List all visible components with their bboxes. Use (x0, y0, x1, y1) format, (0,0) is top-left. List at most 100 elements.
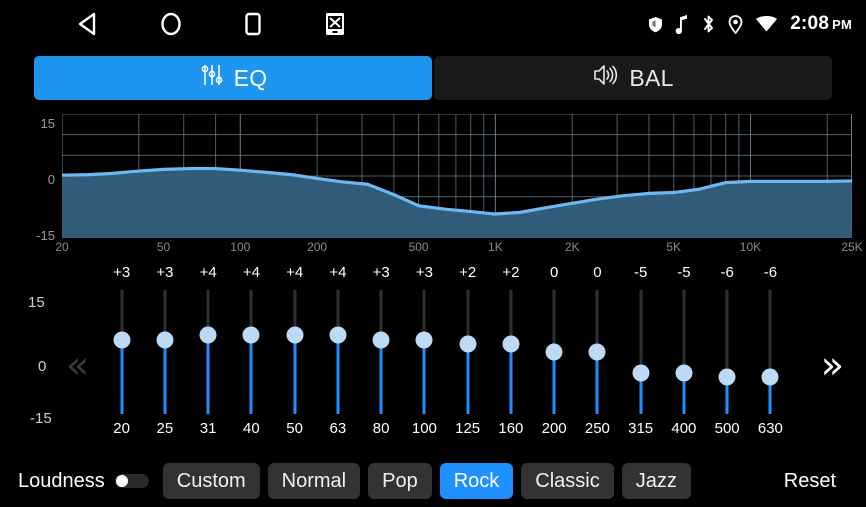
band-frequency: 500 (714, 420, 740, 437)
band-value: +3 (156, 264, 174, 281)
preset-button[interactable]: Custom (162, 463, 260, 499)
band-thumb[interactable] (329, 326, 347, 344)
band-slider[interactable]: +4 31 (187, 262, 230, 452)
back-icon[interactable] (48, 0, 130, 48)
band-fill (249, 335, 253, 414)
tab-bal[interactable]: BAL (434, 56, 832, 100)
band-track[interactable] (725, 290, 729, 414)
graph-x-tick: 1K (488, 240, 503, 254)
band-track[interactable] (768, 290, 772, 414)
graph-x-tick: 50 (156, 240, 171, 254)
band-fill (206, 335, 210, 414)
band-frequency: 80 (372, 420, 390, 437)
band-fill (595, 352, 599, 414)
preset-button[interactable]: Classic (521, 463, 614, 499)
reset-button[interactable]: Reset (783, 469, 836, 492)
band-fill (120, 339, 124, 414)
graph-y-label-top: 15 (40, 116, 55, 131)
band-thumb[interactable] (545, 343, 563, 361)
band-sliders: 15 0 -15 « » +3 20 +3 25 +4 31 +4 40 +4 50 +4 63 +3 8… (0, 262, 866, 452)
tab-eq[interactable]: EQ (34, 56, 432, 100)
graph-y-label-bottom: -15 (36, 228, 55, 243)
preset-button[interactable]: Rock (439, 463, 514, 499)
band-fill (163, 339, 167, 414)
graph-x-tick: 200 (307, 240, 328, 254)
eq-response-graph: 15 0 -15 20 50 100 200 500 1K 2K 5K 10K 25K (0, 108, 866, 256)
band-thumb[interactable] (502, 335, 520, 353)
band-thumb[interactable] (718, 368, 736, 386)
screenshot-icon[interactable] (294, 0, 376, 48)
graph-x-tick: 500 (408, 240, 429, 254)
band-slider[interactable]: +4 63 (316, 262, 359, 452)
band-fill (725, 376, 729, 414)
band-value: -5 (633, 264, 648, 281)
band-thumb[interactable] (761, 368, 779, 386)
band-list: +3 20 +3 25 +4 31 +4 40 +4 50 +4 63 +3 80 +3 100 +2 125 +2… (100, 262, 792, 452)
band-fill (379, 339, 383, 414)
scroll-right-button[interactable]: » (820, 343, 844, 387)
clock: 2:08 PM (790, 13, 852, 35)
band-thumb[interactable] (286, 326, 304, 344)
preset-list: Custom Normal Pop Rock Classic Jazz (162, 463, 691, 499)
band-track[interactable] (682, 290, 686, 414)
navigation-buttons (0, 0, 376, 48)
band-slider[interactable]: +4 40 (230, 262, 273, 452)
graph-x-tick: 100 (230, 240, 251, 254)
graph-x-tick: 25K (841, 240, 863, 254)
band-thumb[interactable] (415, 331, 433, 349)
loudness-toggle[interactable] (114, 474, 149, 488)
recents-icon[interactable] (212, 0, 294, 48)
band-thumb[interactable] (675, 364, 693, 382)
preset-button[interactable]: Pop (368, 463, 432, 499)
band-slider[interactable]: -5 315 (619, 262, 662, 452)
band-frequency: 125 (455, 420, 481, 437)
band-thumb[interactable] (588, 343, 606, 361)
scroll-left-button[interactable]: « (66, 343, 90, 387)
band-slider[interactable]: -5 400 (662, 262, 705, 452)
band-thumb[interactable] (242, 326, 260, 344)
band-frequency: 63 (329, 420, 347, 437)
band-thumb[interactable] (372, 331, 390, 349)
band-value: +3 (113, 264, 131, 281)
band-frequency: 630 (757, 420, 783, 437)
tab-bar: EQ BAL (34, 56, 832, 100)
band-slider[interactable]: 0 250 (576, 262, 619, 452)
band-slider[interactable]: +2 160 (489, 262, 532, 452)
graph-y-axis: 15 0 -15 (0, 108, 60, 256)
home-icon[interactable] (130, 0, 212, 48)
band-slider[interactable]: 0 200 (533, 262, 576, 452)
band-slider[interactable]: +3 20 (100, 262, 143, 452)
graph-y-label-mid: 0 (47, 172, 55, 187)
band-thumb[interactable] (199, 326, 217, 344)
band-frequency: 25 (156, 420, 174, 437)
band-frequency: 315 (628, 420, 654, 437)
band-slider[interactable]: -6 500 (706, 262, 749, 452)
band-slider[interactable]: +3 80 (360, 262, 403, 452)
band-thumb[interactable] (632, 364, 650, 382)
band-frequency: 31 (199, 420, 217, 437)
band-fill (422, 339, 426, 414)
shield-icon (648, 16, 663, 33)
band-value: 0 (549, 264, 559, 281)
loudness-label: Loudness (18, 469, 105, 492)
graph-x-tick: 2K (564, 240, 580, 254)
band-value: +4 (329, 264, 347, 281)
band-thumb[interactable] (459, 335, 477, 353)
band-slider[interactable]: +4 50 (273, 262, 316, 452)
band-slider[interactable]: +3 25 (143, 262, 186, 452)
band-value: +2 (459, 264, 477, 281)
graph-plot (62, 114, 852, 238)
band-fill (466, 343, 470, 414)
preset-button[interactable]: Normal (267, 463, 361, 499)
band-frequency: 200 (541, 420, 567, 437)
band-slider[interactable]: +3 100 (403, 262, 446, 452)
band-slider[interactable]: -6 630 (749, 262, 792, 452)
band-value: +3 (372, 264, 390, 281)
band-track[interactable] (639, 290, 643, 414)
band-thumb[interactable] (156, 331, 174, 349)
band-fill (682, 372, 686, 414)
band-thumb[interactable] (113, 331, 131, 349)
preset-button[interactable]: Jazz (621, 463, 691, 499)
band-slider[interactable]: +2 125 (446, 262, 489, 452)
